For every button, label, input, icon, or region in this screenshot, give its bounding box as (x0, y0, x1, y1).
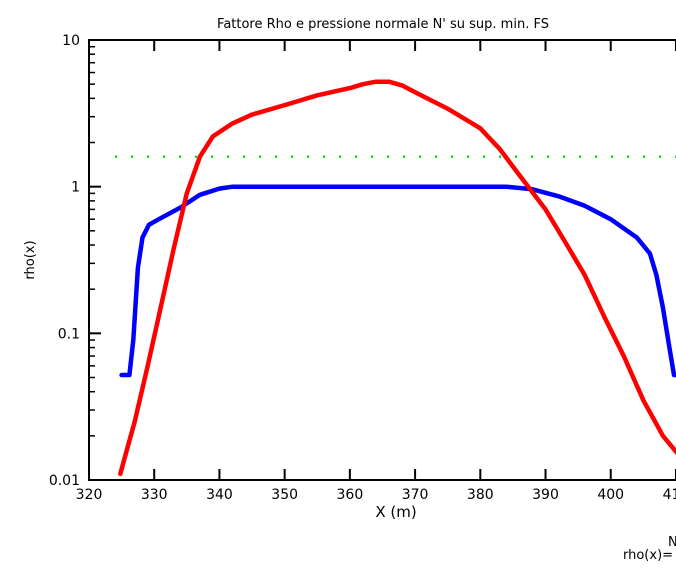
x-tick-label: 330 (141, 487, 168, 503)
x-tick-label: 380 (467, 487, 494, 503)
plot-frame (88, 39, 676, 481)
plot-area: 320 330 340 350 360 370 380 390 400 410 0.01 0.1 1 10 (49, 33, 676, 503)
y-tick-label: 1 (71, 180, 80, 196)
y-tick-label: 0.01 (49, 473, 80, 489)
x-tick-label: 350 (271, 487, 298, 503)
x-axis-label: X (m) (375, 503, 416, 521)
x-tick-label: 390 (532, 487, 559, 503)
y-axis-label: rho(x) (23, 240, 38, 279)
legend-fragment-n: N (668, 535, 676, 550)
y-tick-label: 10 (62, 33, 80, 49)
x-tick-label: 360 (337, 487, 364, 503)
series-line-1 (118, 79, 676, 477)
legend-fragment-rho: rho(x)= (623, 548, 673, 563)
series-layer (115, 79, 676, 477)
x-tick-label: 410 (663, 487, 676, 503)
x-tick-label: 340 (206, 487, 233, 503)
x-tick-label: 320 (76, 487, 103, 503)
chart-title: Fattore Rho e pressione normale N' su su… (217, 17, 549, 32)
series-line-0 (119, 184, 676, 378)
y-tick-label: 0.1 (58, 326, 80, 342)
x-tick-label: 370 (402, 487, 429, 503)
tick-layer: 320 330 340 350 360 370 380 390 400 410 0.01 0.1 1 10 (49, 33, 676, 503)
x-tick-label: 400 (597, 487, 624, 503)
